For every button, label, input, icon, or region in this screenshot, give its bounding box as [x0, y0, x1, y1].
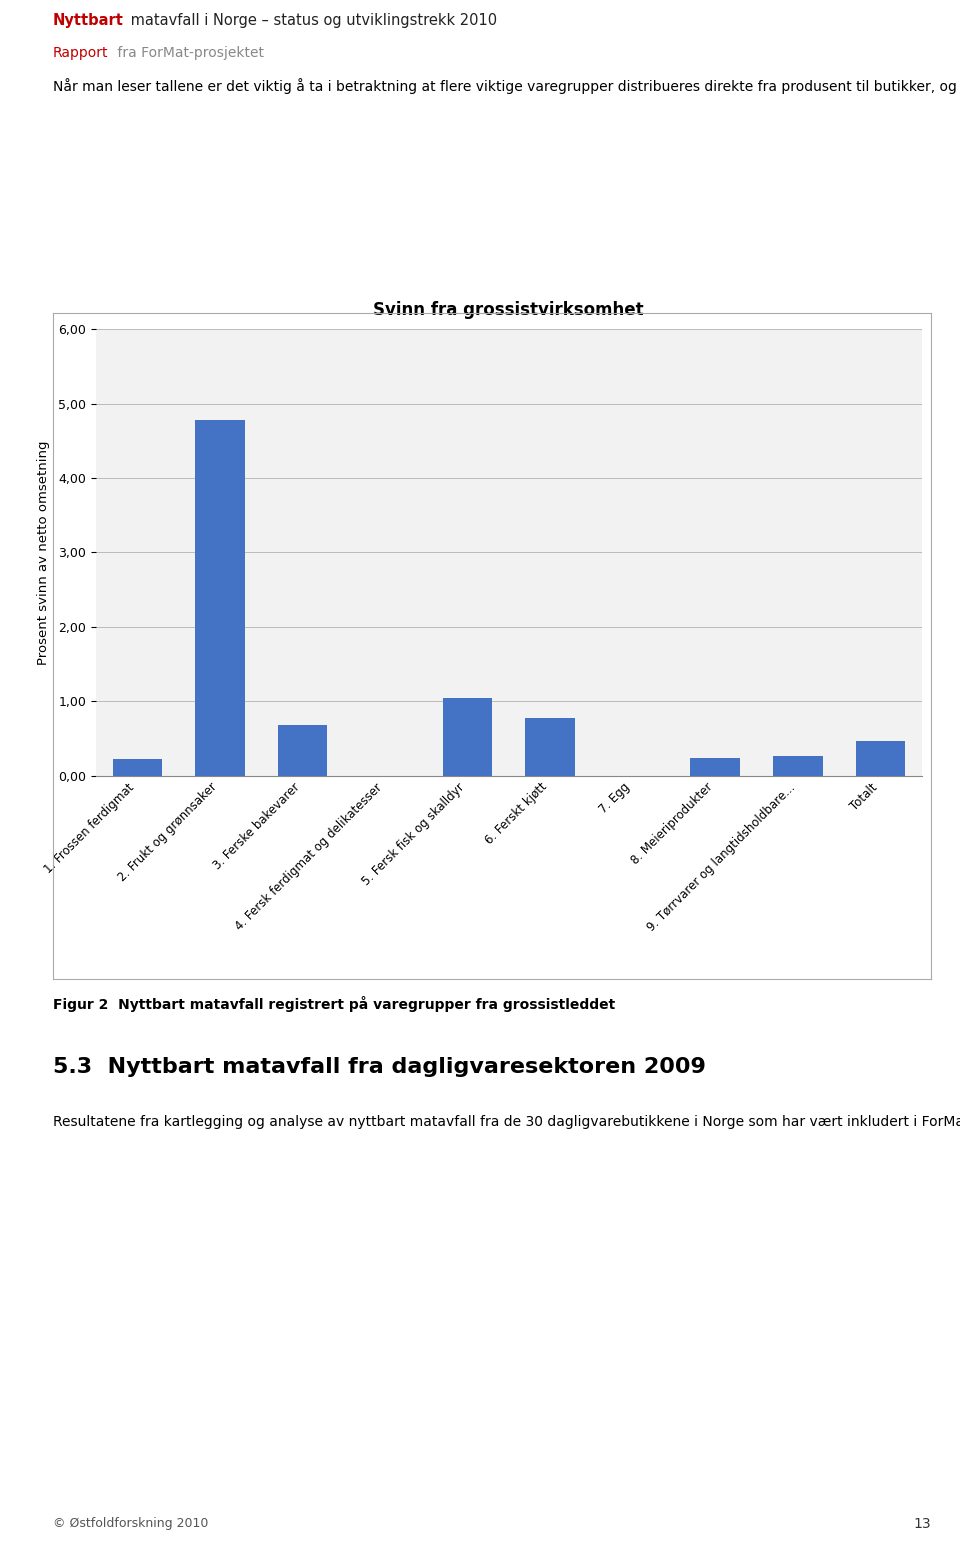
Text: Nyttbart: Nyttbart: [53, 13, 124, 28]
Bar: [112, 758, 162, 776]
Text: Resultatene fra kartlegging og analyse av nyttbart matavfall fra de 30 dagligvar: Resultatene fra kartlegging og analyse a…: [53, 1113, 960, 1128]
Text: 5.3  Nyttbart matavfall fra dagligvaresektoren 2009: 5.3 Nyttbart matavfall fra dagligvaresek…: [53, 1058, 706, 1077]
Bar: [773, 755, 823, 776]
Title: Svinn fra grossistvirksomhet: Svinn fra grossistvirksomhet: [373, 301, 644, 320]
Text: fra ForMat-prosjektet: fra ForMat-prosjektet: [112, 45, 264, 60]
Text: Når man leser tallene er det viktig å ta i betraktning at flere viktige varegrup: Når man leser tallene er det viktig å ta…: [53, 78, 960, 94]
Text: 13: 13: [914, 1517, 931, 1531]
Bar: [525, 718, 575, 776]
Y-axis label: Prosent svinn av netto omsetning: Prosent svinn av netto omsetning: [36, 440, 50, 664]
Text: matavfall i Norge – status og utviklingstrekk 2010: matavfall i Norge – status og utviklings…: [126, 13, 497, 28]
Bar: [690, 758, 740, 776]
Bar: [855, 741, 905, 776]
Bar: [277, 726, 327, 776]
Bar: [195, 420, 245, 776]
Text: Rapport: Rapport: [53, 45, 108, 60]
Bar: [443, 697, 492, 776]
Text: Figur 2  Nyttbart matavfall registrert på varegrupper fra grossistleddet: Figur 2 Nyttbart matavfall registrert på…: [53, 995, 615, 1012]
Text: © Østfoldforskning 2010: © Østfoldforskning 2010: [53, 1517, 208, 1531]
